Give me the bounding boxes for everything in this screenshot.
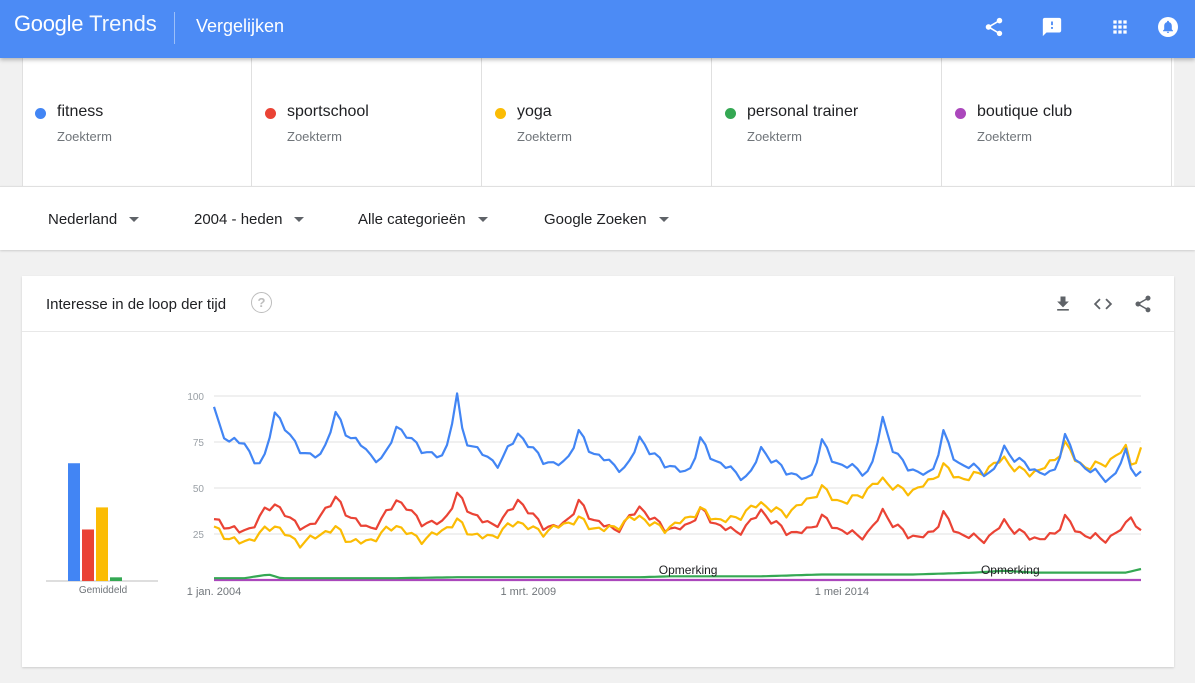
interest-over-time-chart[interactable]: 25 50 75 100 1 jan. 2004 1 mrt. 2009 1 mei 201… [22, 332, 1174, 667]
notifications-icon[interactable] [1156, 15, 1180, 39]
share-icon[interactable] [982, 15, 1006, 39]
logo-trends-text: Trends [89, 11, 157, 36]
term-card-fitness[interactable]: fitness Zoekterm [22, 58, 252, 186]
term-card-yoga[interactable]: yoga Zoekterm [482, 58, 712, 186]
annotation-label[interactable]: Opmerking [659, 563, 718, 577]
average-label: Gemiddeld [78, 585, 128, 596]
help-icon[interactable]: ? [251, 292, 272, 313]
top-app-bar: Google Trends Vergelijken [0, 0, 1195, 58]
term-type: Zoekterm [57, 129, 112, 144]
chart-series-lines [212, 392, 1143, 582]
category-value: Alle categorieën [358, 211, 466, 228]
average-bar-fitness[interactable] [68, 463, 80, 581]
embed-icon[interactable] [1092, 293, 1114, 315]
term-type: Zoekterm [287, 129, 342, 144]
term-name: fitness [57, 103, 104, 120]
dropdown-arrow-icon [658, 217, 669, 222]
interest-over-time-card: Interesse in de loop der tijd ? 25 50 75 10… [22, 276, 1174, 667]
series-line-personal-trainer[interactable] [214, 567, 1142, 580]
dropdown-arrow-icon [294, 217, 305, 222]
dropdown-arrow-icon [129, 217, 140, 222]
term-color-dot [955, 108, 966, 119]
term-card-personal-trainer[interactable]: personal trainer Zoekterm [712, 58, 942, 186]
term-type: Zoekterm [977, 129, 1032, 144]
apps-icon[interactable] [1108, 15, 1132, 39]
term-name: personal trainer [747, 103, 859, 120]
y-tick-label: 25 [193, 530, 205, 541]
y-tick-label: 75 [193, 438, 205, 449]
average-bar-sportschool[interactable] [82, 529, 94, 581]
series-line-fitness[interactable] [212, 392, 1142, 483]
average-bar-personal-trainer[interactable] [110, 577, 122, 581]
chart-gridlines: 25 50 75 100 1 jan. 2004 1 mrt. 2009 1 mei 201… [187, 392, 1141, 598]
term-name: sportschool [287, 103, 369, 120]
annotation-label[interactable]: Opmerking [981, 563, 1040, 577]
period-dropdown[interactable]: 2004 - heden [194, 211, 305, 228]
period-value: 2004 - heden [194, 211, 283, 228]
share-icon[interactable] [1132, 293, 1154, 315]
x-tick-label: 1 jan. 2004 [187, 586, 241, 598]
average-bars [46, 463, 158, 582]
search-property-value: Google Zoeken [544, 211, 647, 228]
term-type: Zoekterm [747, 129, 802, 144]
x-tick-label: 1 mei 2014 [815, 586, 869, 598]
download-icon[interactable] [1052, 293, 1074, 315]
region-dropdown[interactable]: Nederland [48, 211, 140, 228]
term-color-dot [495, 108, 506, 119]
search-property-dropdown[interactable]: Google Zoeken [544, 211, 669, 228]
term-color-dot [35, 108, 46, 119]
y-tick-label: 50 [193, 484, 205, 495]
term-card-boutique-club[interactable]: boutique club Zoekterm [942, 58, 1172, 186]
feedback-icon[interactable] [1040, 15, 1064, 39]
term-name: boutique club [977, 103, 1073, 120]
page-title: Vergelijken [196, 16, 285, 36]
x-tick-label: 1 mrt. 2009 [500, 586, 556, 598]
term-type: Zoekterm [517, 129, 572, 144]
region-value: Nederland [48, 211, 118, 228]
average-bar-yoga[interactable] [96, 507, 108, 581]
series-line-sportschool[interactable] [213, 491, 1142, 545]
y-tick-label: 100 [187, 392, 204, 403]
filters-bar: Nederland 2004 - heden Alle categorieën … [0, 186, 1195, 250]
card-header: Interesse in de loop der tijd ? [22, 276, 1174, 332]
term-color-dot [725, 108, 736, 119]
series-line-yoga[interactable] [213, 440, 1143, 549]
chart-annotations: Opmerking Opmerking [659, 563, 1040, 577]
header-divider [174, 12, 175, 44]
card-title: Interesse in de loop der tijd [46, 296, 227, 313]
compare-terms-row: fitness Zoekterm sportschool Zoekterm yo… [22, 58, 1174, 186]
term-card-sportschool[interactable]: sportschool Zoekterm [252, 58, 482, 186]
dropdown-arrow-icon [477, 217, 488, 222]
term-color-dot [265, 108, 276, 119]
term-name: yoga [517, 103, 552, 120]
logo-google-text: Google [14, 11, 84, 36]
category-dropdown[interactable]: Alle categorieën [358, 211, 488, 228]
google-trends-logo[interactable]: Google Trends [14, 11, 157, 41]
